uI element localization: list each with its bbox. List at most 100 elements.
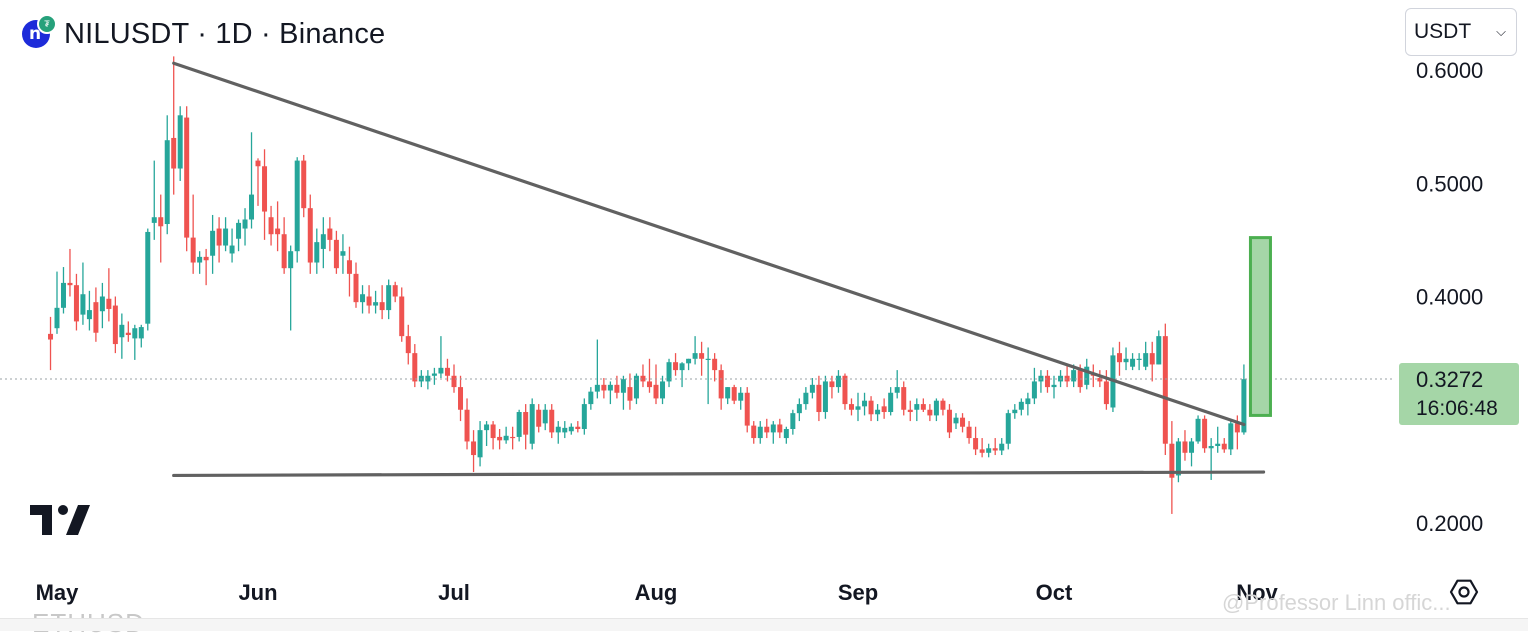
candle-body	[465, 410, 470, 442]
candle	[1117, 342, 1122, 376]
candle	[321, 217, 326, 268]
candle-body	[158, 217, 163, 226]
candle-body	[106, 299, 111, 309]
candle-body	[452, 376, 457, 387]
candle	[856, 393, 861, 421]
candle-body	[797, 404, 802, 413]
candle-body	[1215, 444, 1220, 446]
candle	[386, 280, 391, 320]
candle	[399, 287, 404, 341]
candle-body	[582, 404, 587, 429]
candles	[48, 56, 1246, 514]
candle	[810, 378, 815, 398]
candle-body	[842, 376, 847, 404]
target-box[interactable]	[1250, 238, 1270, 416]
candle-body	[445, 368, 450, 376]
candle-body	[1025, 398, 1030, 404]
candle	[314, 229, 319, 274]
candle-body	[1156, 336, 1161, 364]
candle	[412, 344, 417, 387]
candle-body	[74, 285, 79, 321]
candle-body	[360, 294, 365, 302]
candle-body	[517, 412, 522, 437]
candle	[751, 421, 756, 444]
candle	[484, 421, 489, 446]
horizontal-support-trendline[interactable]	[174, 472, 1264, 475]
candle	[230, 229, 235, 263]
current-price-label: 0.327216:06:48	[1399, 363, 1519, 425]
y-tick-label: 0.6000	[1416, 58, 1483, 83]
candle-body	[680, 363, 685, 370]
candle-body	[908, 410, 913, 412]
candle	[719, 364, 724, 409]
candle	[132, 325, 137, 360]
candle	[934, 398, 939, 421]
candle	[262, 149, 267, 240]
candle	[543, 404, 548, 430]
candle-body	[777, 424, 782, 432]
candle-body	[882, 406, 887, 412]
candle-body	[165, 140, 170, 224]
candle-body	[530, 404, 535, 444]
candle	[432, 368, 437, 385]
candle	[960, 413, 965, 432]
candle-body	[999, 444, 1004, 451]
candle	[126, 321, 131, 341]
candle-body	[1222, 444, 1227, 450]
candle-body	[393, 285, 398, 296]
candle-body	[249, 195, 254, 220]
candle-body	[836, 376, 841, 387]
candle	[869, 396, 874, 421]
candle	[74, 274, 79, 331]
candle-body	[745, 393, 750, 426]
candle-body	[888, 393, 893, 412]
candle-body	[927, 410, 932, 416]
candle-body	[895, 387, 900, 393]
gear-icon[interactable]	[1451, 581, 1477, 604]
candle-body	[67, 283, 72, 285]
candle	[921, 398, 926, 412]
candle	[954, 413, 959, 429]
candle	[1025, 393, 1030, 416]
candle-body	[562, 428, 567, 433]
candle-body	[491, 424, 496, 438]
candle-body	[1012, 410, 1017, 413]
candle-body	[275, 229, 280, 235]
candle	[523, 404, 528, 449]
candle-body	[686, 359, 691, 364]
candle-body	[497, 437, 502, 440]
candle-body	[549, 410, 554, 433]
candle-body	[790, 413, 795, 429]
candle-body	[171, 138, 176, 169]
candle-body	[614, 385, 619, 393]
candle-body	[1130, 359, 1135, 367]
candle-body	[1176, 441, 1181, 475]
candle-body	[282, 234, 287, 268]
candle	[875, 404, 880, 421]
candle-body	[732, 387, 737, 401]
candle	[608, 381, 613, 404]
candle	[927, 404, 932, 421]
candle-body	[145, 232, 150, 324]
candle	[940, 398, 945, 415]
candle-body	[719, 370, 724, 398]
candle	[654, 364, 659, 404]
candle-body	[230, 246, 235, 254]
candle	[48, 317, 53, 370]
candle	[178, 106, 183, 181]
candle-body	[706, 359, 711, 360]
candle	[562, 421, 567, 438]
candle	[55, 272, 60, 334]
candle	[471, 430, 476, 472]
candle	[980, 438, 985, 457]
candle	[504, 427, 509, 444]
candle-body	[432, 374, 437, 376]
candle-body	[712, 359, 717, 370]
candle-body	[556, 427, 561, 433]
candle	[647, 359, 652, 393]
candle-body	[901, 387, 906, 410]
candle	[367, 285, 372, 313]
candle	[145, 229, 150, 331]
candle-body	[673, 362, 678, 370]
